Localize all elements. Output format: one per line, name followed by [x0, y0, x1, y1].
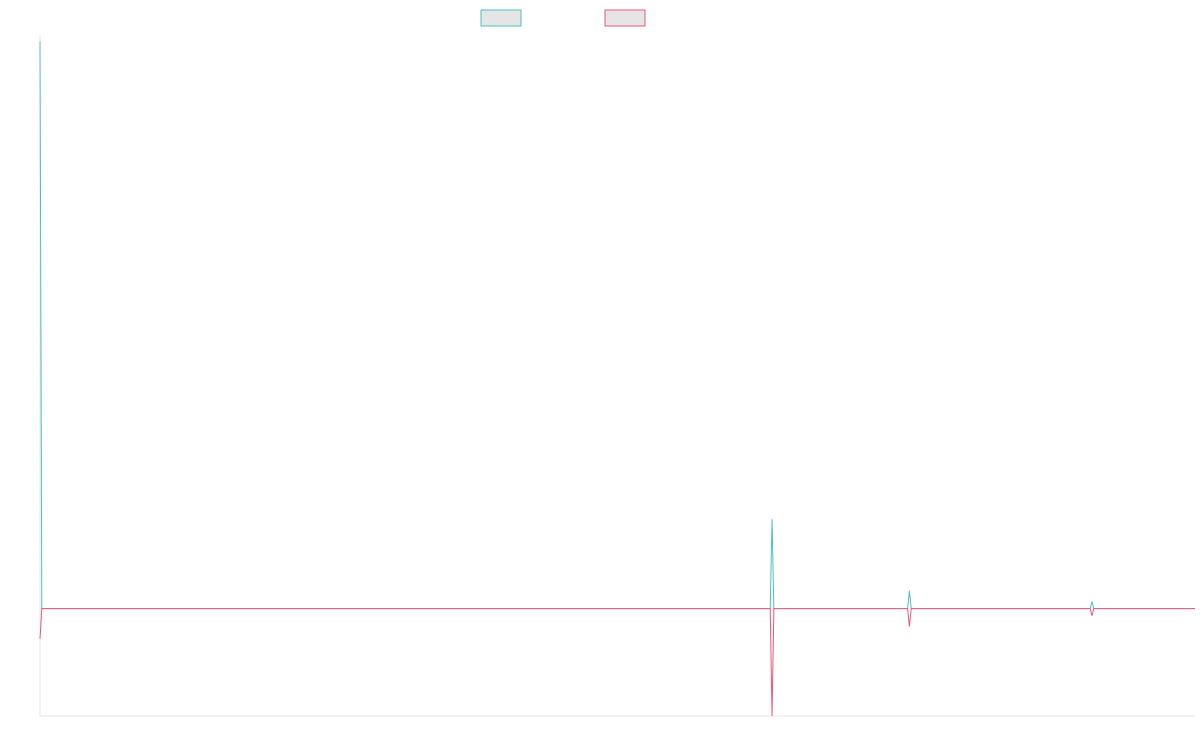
legend — [480, 9, 646, 27]
legend-swatch-2[interactable] — [604, 9, 646, 27]
series-line-2 — [39, 608, 1195, 717]
axes — [39, 36, 1195, 717]
series-layer — [39, 41, 1195, 717]
series-line-1 — [39, 41, 1195, 610]
legend-swatch-1[interactable] — [480, 9, 522, 27]
